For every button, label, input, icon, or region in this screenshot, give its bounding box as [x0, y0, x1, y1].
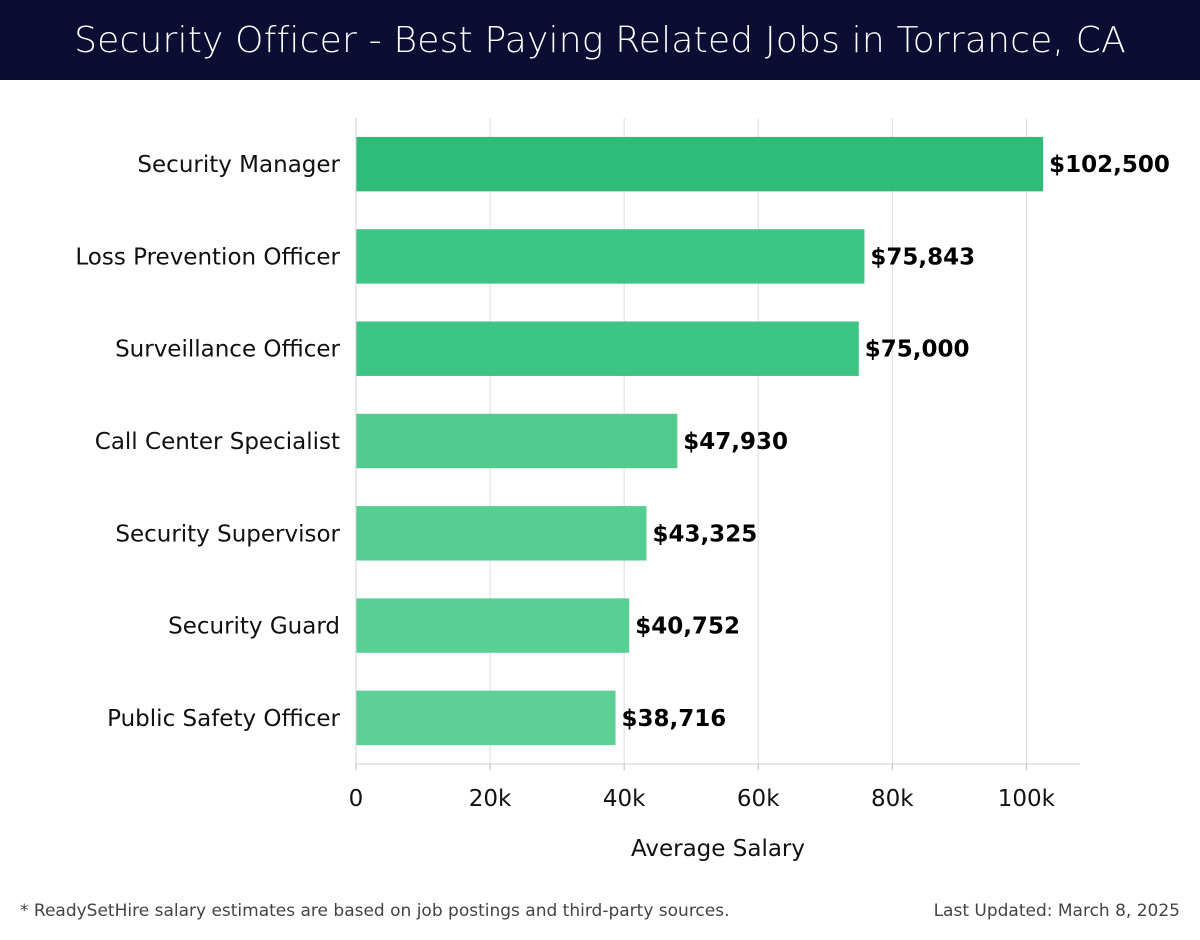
grid-lines — [489, 118, 1027, 764]
category-label-6: Public Safety Officer — [107, 706, 340, 732]
value-label-6: $38,716 — [622, 706, 727, 732]
last-updated: Last Updated: March 8, 2025 — [933, 901, 1180, 921]
x-axis-title: Average Salary — [631, 836, 805, 862]
value-label-2: $75,000 — [865, 337, 970, 363]
category-label-3: Call Center Specialist — [95, 429, 340, 455]
x-tick-label-2: 40k — [603, 786, 646, 812]
category-label-5: Security Guard — [168, 614, 340, 640]
category-label-1: Loss Prevention Officer — [75, 244, 340, 270]
bar-2 — [356, 321, 859, 376]
category-label-4: Security Supervisor — [115, 521, 340, 547]
x-tick-label-4: 80k — [871, 786, 914, 812]
disclaimer-note: * ReadySetHire salary estimates are base… — [20, 901, 730, 921]
x-tick-label-1: 20k — [469, 786, 512, 812]
bar-3 — [356, 413, 678, 469]
x-tick-label-0: 0 — [349, 786, 364, 812]
chart-header: Security Officer - Best Paying Related J… — [0, 0, 1200, 80]
value-label-5: $40,752 — [635, 614, 740, 640]
bar-5 — [356, 598, 630, 653]
bar-6 — [356, 690, 616, 746]
value-label-0: $102,500 — [1049, 152, 1170, 178]
x-tick-label-5: 100k — [998, 786, 1056, 812]
bar-0 — [356, 136, 1044, 192]
value-label-3: $47,930 — [683, 429, 788, 455]
bar-chart: 0 20k 40k 60k 80k 100k Average Salary Security … — [75, 118, 1170, 862]
labels: 0 20k 40k 60k 80k 100k Average Salary Security … — [75, 152, 1170, 862]
category-label-2: Surveillance Officer — [115, 337, 340, 363]
value-label-1: $75,843 — [870, 244, 975, 270]
bars — [356, 136, 1044, 746]
category-label-0: Security Manager — [137, 152, 340, 178]
chart-title: Security Officer - Best Paying Related J… — [74, 19, 1126, 61]
axes — [355, 118, 1080, 770]
x-tick-label-3: 60k — [737, 786, 780, 812]
bar-4 — [356, 506, 647, 561]
bar-1 — [356, 229, 865, 284]
value-label-4: $43,325 — [652, 521, 757, 547]
